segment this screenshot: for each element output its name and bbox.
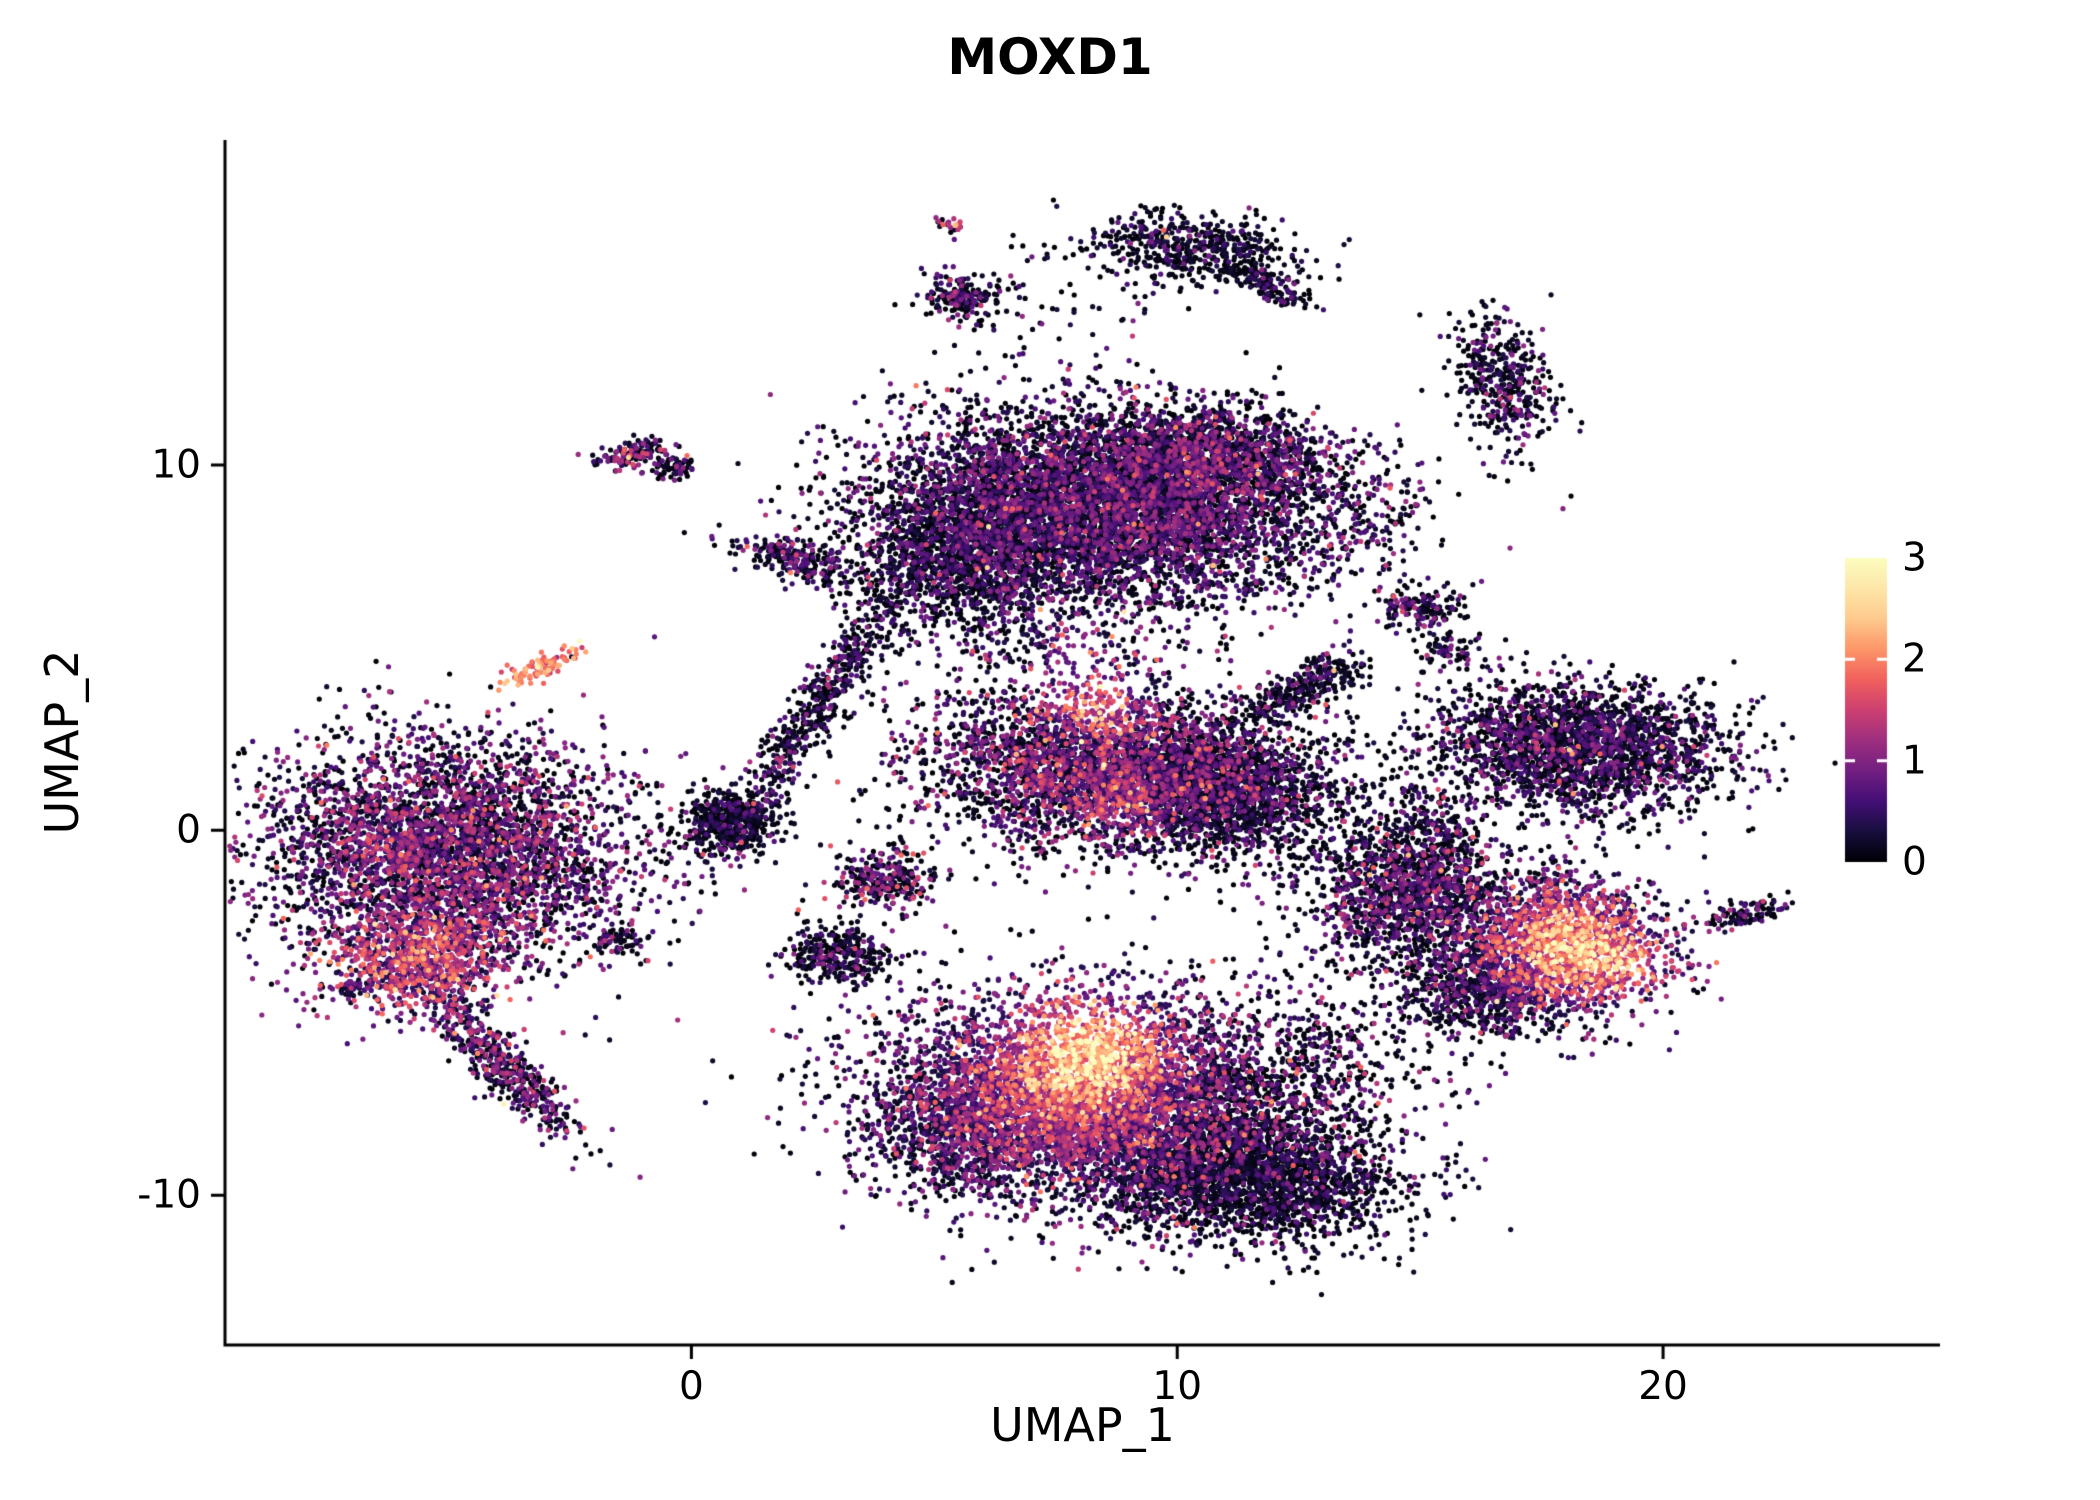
y-tick-label-10: 10 xyxy=(151,442,201,488)
colorbar-tick-label-2: 2 xyxy=(1902,636,1927,682)
colorbar-tick-label-0: 0 xyxy=(1902,839,1927,885)
y-tick-label-0: 0 xyxy=(176,807,201,853)
x-tick-label-0: 0 xyxy=(678,1364,704,1409)
x-axis-label: UMAP_1 xyxy=(990,1398,1175,1452)
x-tick-label-20: 20 xyxy=(1638,1364,1688,1409)
x-tick-label-10: 10 xyxy=(1152,1364,1203,1409)
plot-title: MOXD1 xyxy=(947,28,1153,86)
colorbar-tick-label-1: 1 xyxy=(1902,738,1927,784)
y-axis-label: UMAP_2 xyxy=(35,649,89,835)
colorbar-tick-label-3: 3 xyxy=(1902,535,1927,581)
y-tick-label--10: -10 xyxy=(137,1172,201,1218)
